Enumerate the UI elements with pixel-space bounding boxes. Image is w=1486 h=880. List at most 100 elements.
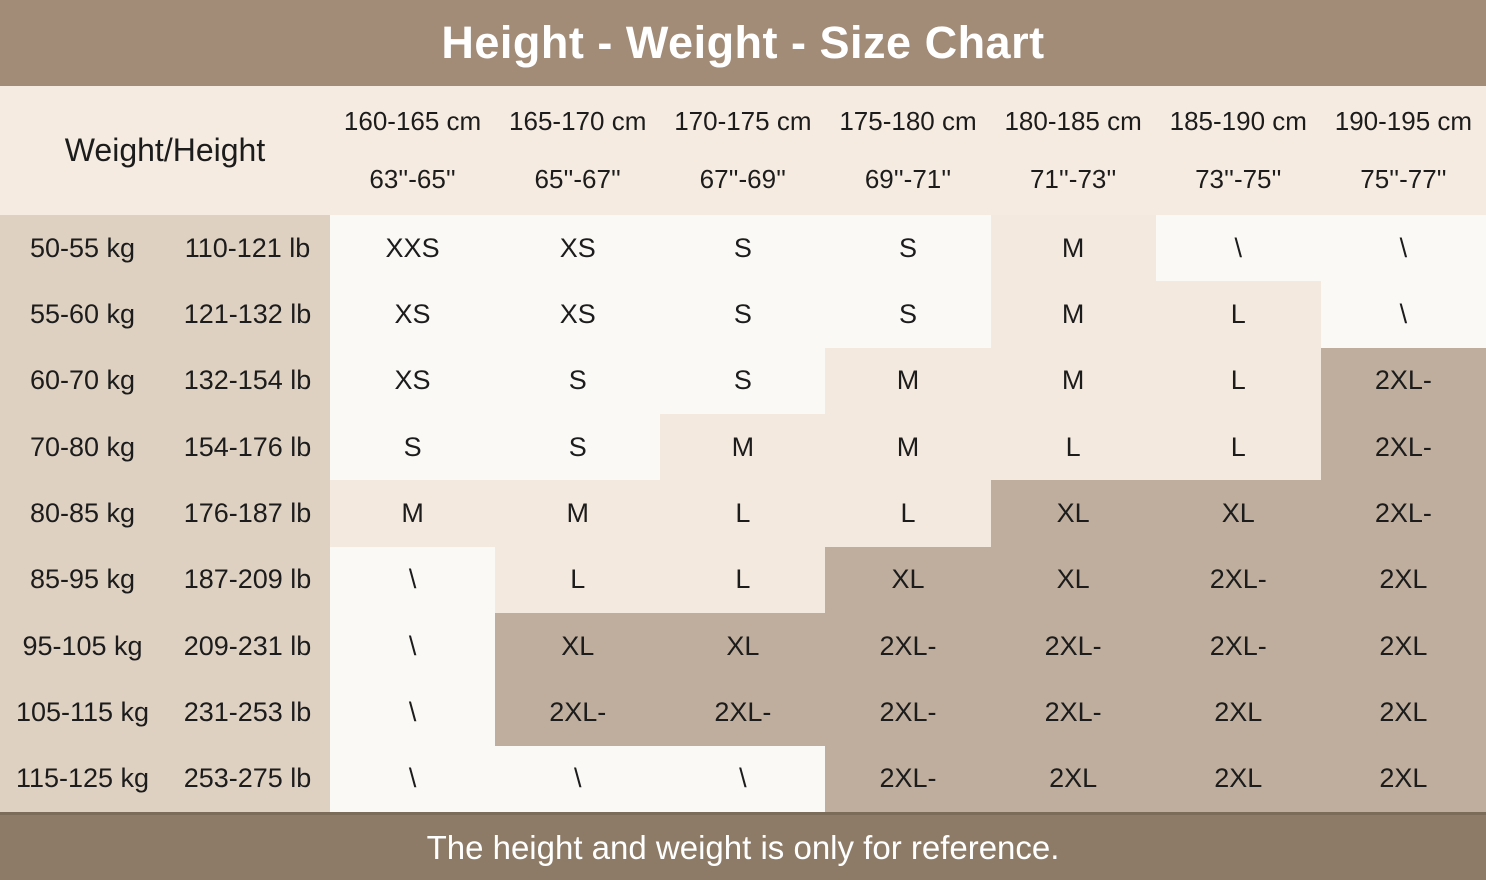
size-cell: M	[825, 414, 991, 481]
size-cell: 2XL-	[990, 679, 1156, 746]
height-inch-label: 67''-69''	[699, 164, 787, 195]
size-cell: XS	[330, 281, 496, 348]
table-body: 50-55 kg 110-121 lb XXS XS S S M \ \ 55-60 kg 121-…	[0, 215, 1486, 812]
column-header-1: 160-165 cm 63''-65''	[330, 86, 495, 215]
footer-bar: The height and weight is only for refere…	[0, 812, 1486, 880]
size-cell: 2XL-	[825, 745, 991, 812]
size-cell: XL	[825, 546, 991, 613]
height-inch-label: 71''-73''	[1029, 164, 1117, 195]
column-header-7: 190-195 cm 75''-77''	[1321, 86, 1486, 215]
size-cell: 2XL	[1320, 745, 1486, 812]
size-cell: M	[660, 414, 826, 481]
size-cell: L	[1155, 281, 1321, 348]
height-cm-label: 185-190 cm	[1169, 105, 1307, 136]
height-inch-label: 69''-71''	[864, 164, 952, 195]
weight-kg-label: 115-125 kg	[0, 745, 165, 812]
size-cell: 2XL-	[660, 679, 826, 746]
size-cell: 2XL	[1320, 613, 1486, 680]
size-cell: 2XL-	[1320, 480, 1486, 547]
size-cell: \	[330, 613, 496, 680]
column-header-4: 175-180 cm 69''-71''	[825, 86, 990, 215]
size-cell: L	[1155, 347, 1321, 414]
column-header-3: 170-175 cm 67''-69''	[660, 86, 825, 215]
weight-kg-label: 55-60 kg	[0, 281, 165, 348]
size-cell: XS	[495, 215, 661, 282]
size-cell: \	[495, 745, 661, 812]
size-cell: \	[1155, 215, 1321, 282]
footer-note: The height and weight is only for refere…	[426, 828, 1060, 866]
size-cell: 2XL	[990, 745, 1156, 812]
size-cell: L	[825, 480, 991, 547]
size-cell: XL	[990, 546, 1156, 613]
size-cell: \	[330, 745, 496, 812]
weight-lb-label: 121-132 lb	[165, 281, 330, 348]
size-cell: M	[990, 281, 1156, 348]
height-inch-label: 63''-65''	[369, 164, 456, 195]
weight-kg-label: 80-85 kg	[0, 480, 165, 547]
size-cell: \	[660, 745, 826, 812]
height-cm-label: 190-195 cm	[1334, 105, 1473, 136]
size-cell: S	[660, 347, 826, 414]
height-inch-label: 65''-67''	[534, 164, 621, 195]
size-cell: \	[330, 679, 496, 746]
column-header-2: 165-170 cm 65''-67''	[495, 86, 660, 215]
height-cm-label: 175-180 cm	[839, 105, 977, 136]
weight-kg-label: 105-115 kg	[0, 679, 165, 746]
weight-lb-label: 176-187 lb	[165, 480, 330, 547]
corner-label: Weight/Height	[64, 132, 266, 168]
size-cell: 2XL-	[990, 613, 1156, 680]
size-cell: 2XL-	[1155, 613, 1321, 680]
size-cell: S	[495, 414, 661, 481]
weight-lb-label: 110-121 lb	[165, 215, 330, 282]
size-cell: \	[1320, 281, 1486, 348]
height-cm-label: 170-175 cm	[674, 105, 812, 136]
title-bar: Height - Weight - Size Chart	[0, 0, 1486, 86]
size-cell: M	[495, 480, 661, 547]
chart-title: Height - Weight - Size Chart	[441, 17, 1045, 68]
size-cell: \	[1320, 215, 1486, 282]
size-cell: 2XL-	[1320, 414, 1486, 481]
size-cell: XS	[330, 347, 496, 414]
size-cell: S	[660, 281, 826, 348]
size-cell: 2XL	[1320, 679, 1486, 746]
size-cell: \	[330, 546, 496, 613]
size-cell: XL	[1155, 480, 1321, 547]
size-cell: 2XL-	[495, 679, 661, 746]
size-cell: L	[660, 546, 826, 613]
column-header-6: 185-190 cm 73''-75''	[1156, 86, 1321, 215]
size-cell: XL	[660, 613, 826, 680]
size-cell: M	[990, 215, 1156, 282]
weight-kg-label: 50-55 kg	[0, 215, 165, 282]
weight-kg-label: 85-95 kg	[0, 546, 165, 613]
column-header-5: 180-185 cm 71''-73''	[991, 86, 1156, 215]
weight-kg-label: 60-70 kg	[0, 347, 165, 414]
size-cell: S	[495, 347, 661, 414]
height-inch-label: 73''-75''	[1195, 164, 1282, 195]
size-cell: 2XL-	[1155, 546, 1321, 613]
size-cell: L	[495, 546, 661, 613]
size-cell: 2XL	[1320, 546, 1486, 613]
size-cell: M	[825, 347, 991, 414]
size-cell: XL	[990, 480, 1156, 547]
weight-lb-label: 154-176 lb	[165, 414, 330, 481]
size-cell: S	[825, 281, 991, 348]
size-cell: XS	[495, 281, 661, 348]
height-cm-label: 180-185 cm	[1004, 105, 1142, 136]
size-cell: 2XL-	[825, 679, 991, 746]
weight-lb-label: 253-275 lb	[165, 745, 330, 812]
size-cell: L	[990, 414, 1156, 481]
size-cell: M	[330, 480, 496, 547]
weight-lb-label: 209-231 lb	[165, 613, 330, 680]
size-cell: XXS	[330, 215, 496, 282]
size-cell: 2XL-	[825, 613, 991, 680]
height-inch-label: 75''-77''	[1360, 164, 1447, 195]
weight-lb-label: 132-154 lb	[165, 347, 330, 414]
weight-lb-label: 187-209 lb	[165, 546, 330, 613]
size-cell: 2XL-	[1320, 347, 1486, 414]
size-cell: L	[1155, 414, 1321, 481]
table-column-headers: Weight/Height 160-165 cm 63''-65'' 165-170…	[0, 86, 1486, 215]
weight-kg-label: 70-80 kg	[0, 414, 165, 481]
size-cell: S	[660, 215, 826, 282]
height-cm-label: 160-165 cm	[343, 105, 482, 136]
